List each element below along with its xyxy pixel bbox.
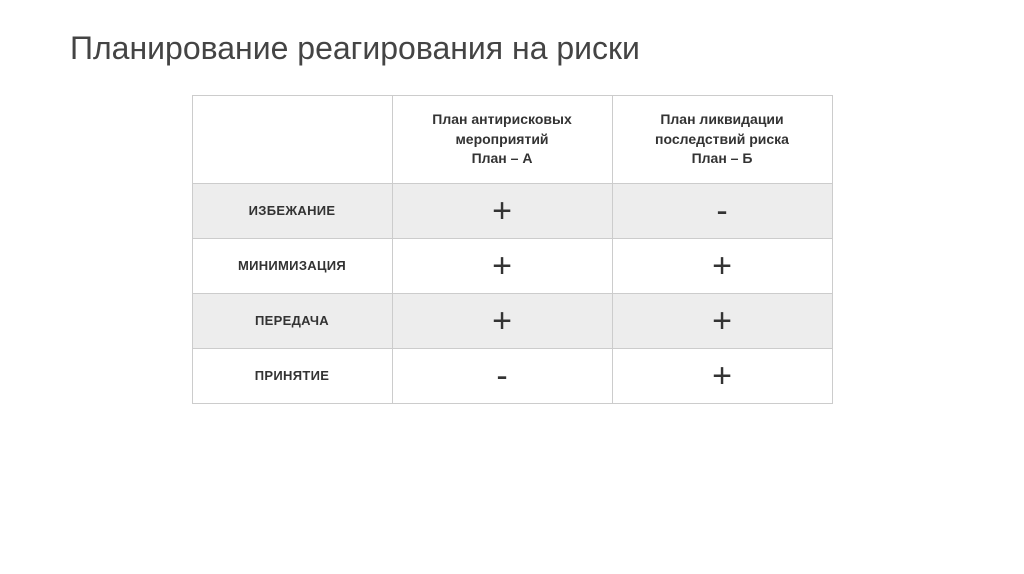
cell-minimization-plan-a: + [392, 238, 612, 293]
cell-acceptance-plan-a: - [392, 348, 612, 403]
row-label-acceptance: ПРИНЯТИЕ [192, 348, 392, 403]
table-container: План антирисковых мероприятий План – А П… [70, 95, 954, 404]
column-header-plan-a: План антирисковых мероприятий План – А [392, 96, 612, 184]
cell-transfer-plan-b: + [612, 293, 832, 348]
table-row: ПЕРЕДАЧА + + [192, 293, 832, 348]
col-b-line2: последствий риска [655, 131, 789, 147]
cell-acceptance-plan-b: + [612, 348, 832, 403]
row-label-avoidance: ИЗБЕЖАНИЕ [192, 183, 392, 238]
row-label-minimization: МИНИМИЗАЦИЯ [192, 238, 392, 293]
row-label-transfer: ПЕРЕДАЧА [192, 293, 392, 348]
col-a-line3: План – А [472, 150, 533, 166]
risk-response-table: План антирисковых мероприятий План – А П… [192, 95, 833, 404]
cell-avoidance-plan-a: + [392, 183, 612, 238]
col-b-line3: План – Б [692, 150, 753, 166]
table-row: ИЗБЕЖАНИЕ + - [192, 183, 832, 238]
cell-minimization-plan-b: + [612, 238, 832, 293]
slide: Планирование реагирования на риски План … [0, 0, 1024, 574]
page-title: Планирование реагирования на риски [70, 30, 954, 67]
col-a-line1: План антирисковых [432, 111, 571, 127]
cell-avoidance-plan-b: - [612, 183, 832, 238]
cell-transfer-plan-a: + [392, 293, 612, 348]
col-b-line1: План ликвидации [660, 111, 783, 127]
table-header-row: План антирисковых мероприятий План – А П… [192, 96, 832, 184]
table-row: МИНИМИЗАЦИЯ + + [192, 238, 832, 293]
col-a-line2: мероприятий [455, 131, 548, 147]
column-header-plan-b: План ликвидации последствий риска План –… [612, 96, 832, 184]
empty-corner-cell [192, 96, 392, 184]
table-row: ПРИНЯТИЕ - + [192, 348, 832, 403]
